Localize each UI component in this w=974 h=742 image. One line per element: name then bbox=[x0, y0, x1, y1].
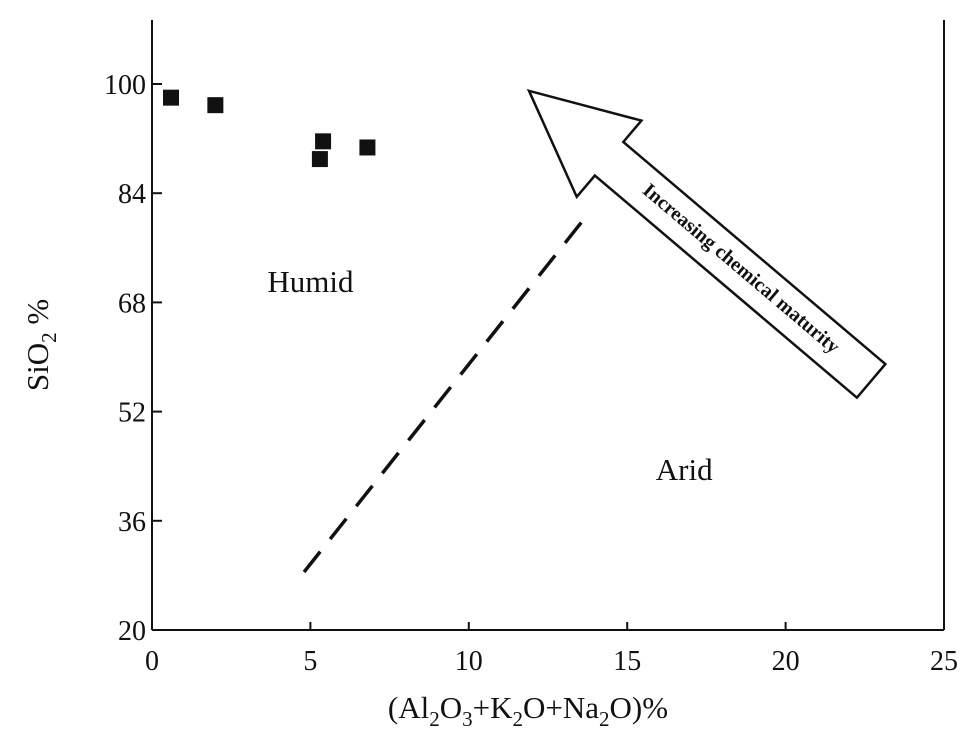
x-label-sub-d: 2 bbox=[599, 707, 610, 731]
x-label-sub-c: 2 bbox=[513, 707, 524, 731]
y-tick-label: 100 bbox=[104, 70, 146, 101]
data-point-marker bbox=[207, 97, 224, 114]
data-point-marker bbox=[359, 139, 376, 156]
x-label-o1: O bbox=[440, 690, 462, 725]
humid-arid-boundary-line bbox=[302, 219, 585, 574]
x-label-sub-a: 2 bbox=[429, 707, 440, 731]
x-label-k: +K bbox=[473, 690, 513, 725]
x-axis-label: (Al2O3+K2O+Na2O)% bbox=[388, 690, 668, 731]
y-label-percent: % bbox=[20, 299, 55, 333]
x-tick-label: 20 bbox=[772, 646, 800, 677]
data-point-marker bbox=[315, 133, 332, 150]
data-point-marker bbox=[311, 151, 328, 168]
y-tick-label: 84 bbox=[118, 179, 146, 210]
y-tick-label: 68 bbox=[118, 288, 146, 319]
chemical-maturity-arrow: Increasing chemical maturity bbox=[526, 88, 888, 400]
x-tick-label: 15 bbox=[613, 646, 641, 677]
x-tick-label: 5 bbox=[303, 646, 317, 677]
arid-region-label: Arid bbox=[656, 452, 713, 487]
x-tick-label: 10 bbox=[455, 646, 483, 677]
y-tick-label: 52 bbox=[118, 398, 146, 429]
x-label-open: (Al bbox=[388, 690, 429, 725]
data-point-marker bbox=[163, 89, 180, 106]
arrow-label: Increasing chemical maturity bbox=[638, 179, 843, 358]
arrow-outline bbox=[526, 88, 888, 400]
x-label-sub-b: 3 bbox=[462, 707, 473, 731]
x-axis-ticks: 0 5 10 15 20 25 bbox=[145, 622, 958, 677]
y-tick-label: 20 bbox=[118, 616, 146, 647]
x-tick-label: 0 bbox=[145, 646, 159, 677]
x-tick-label: 25 bbox=[930, 646, 958, 677]
data-points bbox=[163, 89, 376, 168]
y-axis-ticks: 20 36 52 68 84 100 bbox=[104, 70, 162, 647]
plot-frame bbox=[151, 20, 945, 631]
x-label-close: O)% bbox=[610, 690, 669, 725]
y-axis-label: SiO2 % bbox=[20, 299, 61, 391]
y-label-si: SiO bbox=[20, 343, 55, 391]
x-label-o2: O+Na bbox=[523, 690, 599, 725]
humid-region-label: Humid bbox=[267, 264, 354, 299]
y-tick-label: 36 bbox=[118, 507, 146, 538]
y-label-sub-2: 2 bbox=[37, 332, 61, 343]
